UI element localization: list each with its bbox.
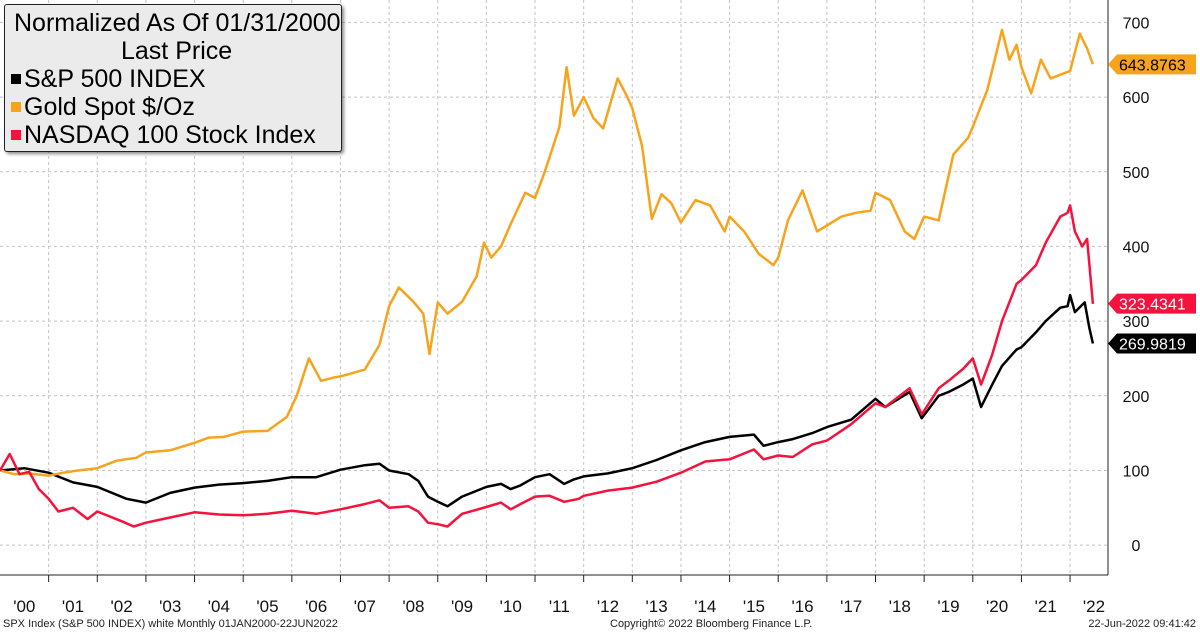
- x-tick-label: '14: [694, 597, 716, 616]
- legend-swatch-nasdaq: [11, 130, 21, 140]
- legend-subtitle: Last Price: [121, 37, 233, 65]
- last-label-text: 643.8763: [1119, 57, 1186, 74]
- y-tick-label: 400: [1123, 239, 1150, 256]
- last-label-box: [1108, 293, 1196, 314]
- spx-last-label: 269.9819: [1108, 333, 1196, 354]
- x-tick-label: '20: [986, 597, 1008, 616]
- legend: Normalized As Of 01/31/2000 Last Price S…: [4, 4, 342, 152]
- legend-item-gold: Gold Spot $/Oz: [11, 93, 341, 121]
- last-label-box: [1108, 54, 1196, 75]
- footer-timestamp: 22-Jun-2022 09:41:42: [1088, 618, 1196, 630]
- axes: 0 100 200 300 400 500 600 700 '00 '01 '02 '03 '04 '05…: [0, 0, 1149, 616]
- series-lines: [0, 28, 1095, 528]
- x-tick-label: '11: [549, 597, 570, 616]
- y-tick-label: 500: [1123, 165, 1150, 182]
- y-tick-label: 200: [1123, 389, 1150, 406]
- x-tick-label: '06: [305, 597, 327, 616]
- spx-line: [0, 293, 1095, 508]
- x-tick-label: '21: [1035, 597, 1057, 616]
- legend-item-nasdaq: NASDAQ 100 Stock Index: [11, 121, 341, 149]
- x-tick-label: '07: [354, 597, 376, 616]
- footer-copyright: Copyright© 2022 Bloomberg Finance L.P.: [610, 618, 813, 630]
- x-tick-label: '09: [451, 597, 473, 616]
- last-label-text: 269.9819: [1119, 337, 1186, 354]
- last-label-box: [1108, 333, 1196, 354]
- x-tick-label: '03: [159, 597, 181, 616]
- x-tick-label: '02: [111, 597, 133, 616]
- y-tick-label: 100: [1123, 463, 1150, 480]
- x-tick-label: '08: [402, 597, 424, 616]
- y-tick-label: 700: [1123, 15, 1150, 32]
- x-tick-label: '05: [256, 597, 278, 616]
- x-tick-label: '10: [500, 597, 522, 616]
- x-tick-label: '19: [937, 597, 959, 616]
- legend-label-gold: Gold Spot $/Oz: [24, 93, 195, 121]
- x-tick-label: '17: [840, 597, 862, 616]
- last-price-labels: 269.9819 643.8763 323.4341: [1108, 54, 1196, 354]
- last-label-text: 323.4341: [1119, 297, 1186, 314]
- nasdaq-line: [0, 204, 1095, 528]
- x-tick-label: '16: [791, 597, 813, 616]
- y-tick-label: 0: [1132, 538, 1141, 555]
- gold-last-label: 643.8763: [1108, 54, 1196, 75]
- legend-title: Normalized As Of 01/31/2000: [14, 9, 341, 37]
- legend-swatch-gold: [11, 102, 21, 112]
- x-tick-label: '04: [208, 597, 230, 616]
- legend-label-nasdaq: NASDAQ 100 Stock Index: [24, 121, 316, 149]
- gridlines: [0, 0, 1108, 575]
- y-tick-label: 300: [1123, 314, 1150, 331]
- footer-source: SPX Index (S&P 500 INDEX) white Monthly …: [3, 618, 338, 630]
- x-tick-label: '00: [13, 597, 35, 616]
- gold-line: [0, 28, 1095, 477]
- x-tick-label: '22: [1083, 597, 1105, 616]
- legend-swatch-spx: [11, 74, 21, 84]
- x-tick-label: '13: [646, 597, 668, 616]
- y-tick-label: 600: [1123, 90, 1150, 107]
- x-tick-label: '18: [889, 597, 911, 616]
- x-tick-label: '15: [743, 597, 765, 616]
- x-tick-label: '12: [597, 597, 619, 616]
- nasdaq-last-label: 323.4341: [1108, 293, 1196, 314]
- legend-item-spx: S&P 500 INDEX: [11, 65, 341, 93]
- legend-label-spx: S&P 500 INDEX: [24, 65, 206, 93]
- x-tick-label: '01: [62, 597, 84, 616]
